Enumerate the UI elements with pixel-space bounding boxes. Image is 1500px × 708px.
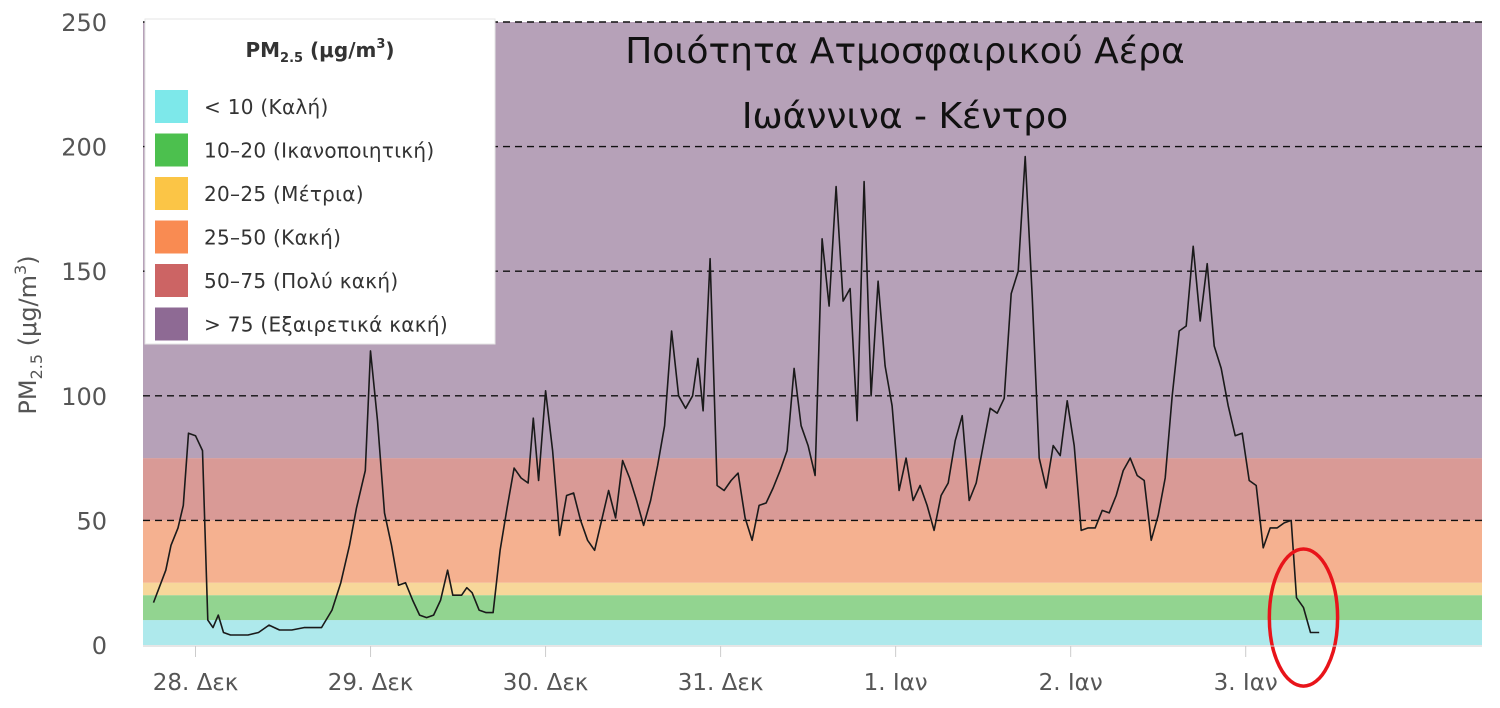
band-3 <box>143 520 1482 583</box>
chart-title: Ποιότητα Ατμοσφαιρικού Αέρα Ιωάννινα - Κ… <box>625 31 1185 137</box>
y-tick-label-50: 50 <box>76 507 107 535</box>
y-axis-ticks: 0 50 100 150 200 250 <box>61 9 107 660</box>
legend-title: PM2.5 (μg/m3) <box>245 37 394 66</box>
highlight-ellipse-0 <box>1267 547 1340 688</box>
legend-title-base: PM <box>245 38 280 62</box>
legend-label-5: > 75 (Εξαιρετικά κακή) <box>204 313 448 337</box>
x-tick-label-2: 30. Δεκ <box>503 670 589 696</box>
title-line-2: Ιωάννινα - Κέντρο <box>742 96 1068 137</box>
legend-swatch-3 <box>155 220 188 254</box>
y-label-unit-close: ) <box>14 255 42 264</box>
legend-label-4: 50–75 (Πολύ κακή) <box>204 269 398 293</box>
series-layer <box>152 155 1320 636</box>
legend-box <box>144 18 496 345</box>
legend-label-2: 20–25 (Μέτρια) <box>204 182 364 206</box>
x-tick-label-6: 3. Ιαν <box>1214 670 1278 696</box>
legend-items: < 10 (Καλή) 10–20 (Ικανοποιητική) 20–25 (Μ… <box>155 90 448 341</box>
legend-title-unit-sup: 3 <box>376 37 385 52</box>
legend-label-0: < 10 (Καλή) <box>204 95 329 119</box>
x-axis-ticks: 28. Δεκ 29. Δεκ 30. Δεκ 31. Δεκ 1. Ιαν 2. Ιαν… <box>153 646 1278 696</box>
band-0 <box>143 620 1482 645</box>
x-tick-label-3: 31. Δεκ <box>678 670 764 696</box>
y-label-unit-sup: 3 <box>11 265 30 275</box>
legend-title-unit-close: ) <box>385 38 394 62</box>
x-tick-label-5: 2. Ιαν <box>1039 670 1103 696</box>
legend-label-3: 25–50 (Κακή) <box>204 226 341 250</box>
y-tick-label-150: 150 <box>61 258 107 286</box>
x-tick-label-1: 29. Δεκ <box>328 670 414 696</box>
y-label-sub: 2.5 <box>27 354 46 379</box>
x-tick-label-4: 1. Ιαν <box>864 670 928 696</box>
y-tick-label-0: 0 <box>92 632 107 660</box>
y-label-base: PM <box>14 379 42 414</box>
y-label-unit-open: (μg/m <box>14 275 42 354</box>
legend-swatch-1 <box>155 133 188 167</box>
y-tick-label-100: 100 <box>61 383 107 411</box>
annotation-layer <box>1267 547 1340 688</box>
band-2 <box>143 582 1482 596</box>
legend: PM2.5 (μg/m3) < 10 (Καλή) 10–20 (Ικανοποι… <box>144 18 496 345</box>
legend-label-1: 10–20 (Ικανοποιητική) <box>204 139 434 163</box>
pm25-series-line <box>152 155 1320 636</box>
title-line-1: Ποιότητα Ατμοσφαιρικού Αέρα <box>625 31 1185 72</box>
legend-swatch-5 <box>155 307 188 341</box>
legend-title-sub: 2.5 <box>280 51 303 66</box>
x-tick-label-0: 28. Δεκ <box>153 670 239 696</box>
band-1 <box>143 595 1482 621</box>
y-axis-label: PM2.5 (μg/m3) <box>11 255 46 414</box>
y-tick-label-200: 200 <box>61 134 107 162</box>
legend-swatch-0 <box>155 90 188 123</box>
y-tick-label-250: 250 <box>61 9 107 37</box>
legend-swatch-2 <box>155 177 188 210</box>
legend-title-unit-open: (μg/m <box>303 38 376 62</box>
legend-swatch-4 <box>155 264 188 297</box>
